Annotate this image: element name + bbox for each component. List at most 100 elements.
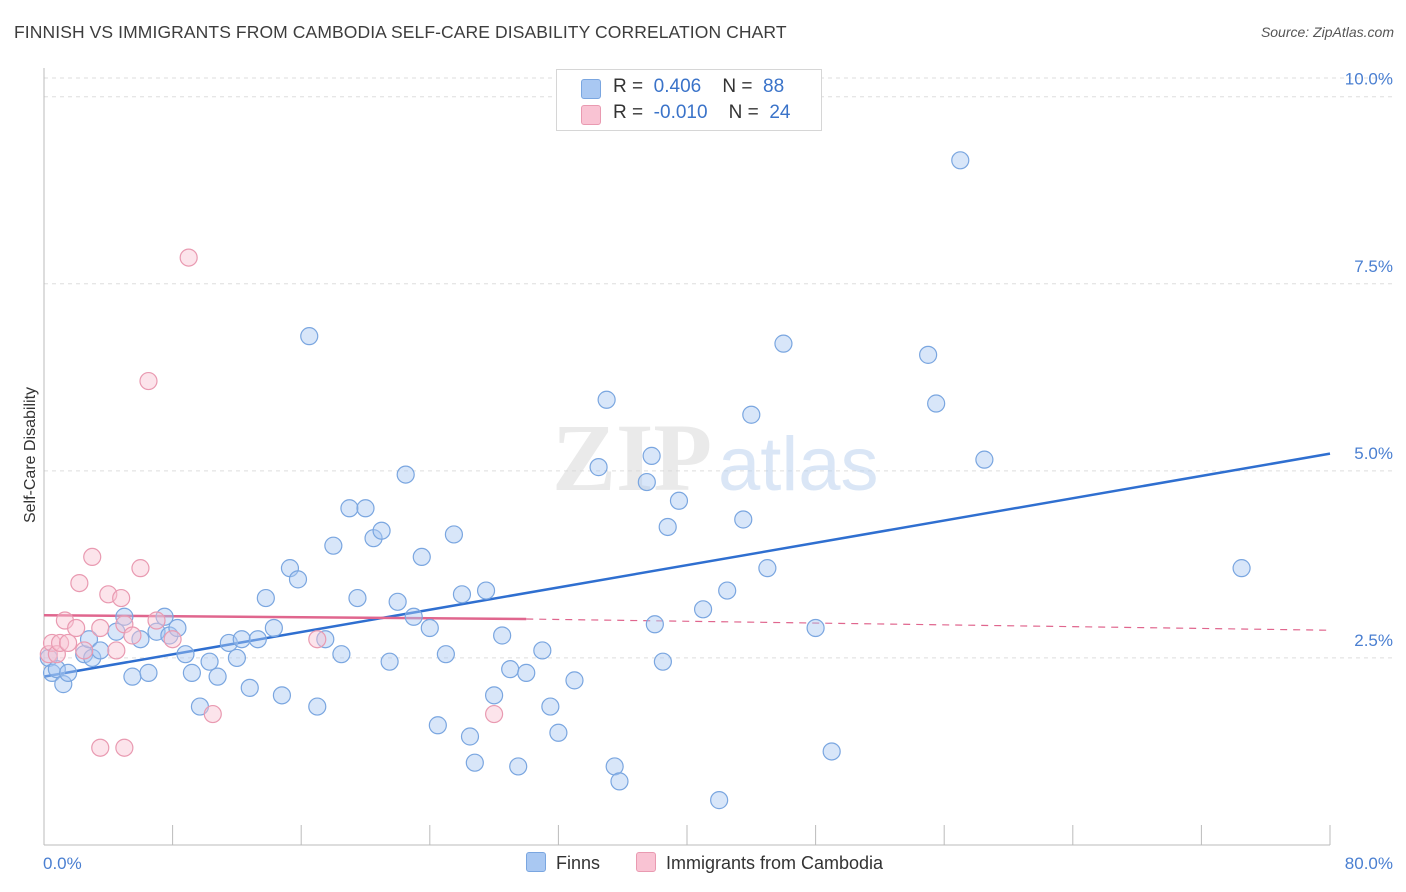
source-label: Source: ZipAtlas.com [1260, 24, 1394, 40]
point-finns [208, 667, 227, 686]
watermark-atlas: atlas [718, 422, 879, 507]
point-finns [742, 405, 761, 424]
point-finns [412, 547, 431, 567]
point-finns [517, 663, 536, 682]
point-cambodia [131, 559, 150, 578]
point-finns [123, 667, 142, 686]
point-finns [465, 753, 484, 772]
y-tick-label: 7.5% [1354, 257, 1393, 276]
point-finns [348, 588, 367, 608]
legend-item-finns: Finns [526, 852, 600, 874]
point-finns [91, 641, 110, 660]
legend-label: Finns [556, 853, 601, 873]
point-finns [396, 465, 415, 484]
point-finns [139, 663, 158, 682]
trend-line-cambodia-extension [526, 618, 1331, 631]
legend-r-value: 0.406 [653, 76, 702, 97]
legend-n-label: N = [728, 102, 759, 123]
point-cambodia [83, 547, 102, 567]
x-tick-min: 0.0% [43, 854, 82, 873]
point-finns [927, 394, 946, 413]
point-finns [658, 517, 677, 537]
y-tick-label: 10.0% [1345, 70, 1393, 89]
legend-r-label: R = [613, 76, 644, 97]
point-finns [476, 581, 496, 600]
stats-legend: R = 0.406 N = 88 R = -0.010 N = 24 [556, 69, 822, 131]
point-cambodia [47, 645, 66, 664]
point-finns [372, 521, 391, 540]
point-cambodia [112, 588, 131, 608]
point-cambodia [308, 630, 327, 649]
point-finns [436, 645, 455, 664]
point-finns [533, 641, 552, 660]
legend-item-cambodia: Immigrants from Cambodia [636, 852, 883, 874]
point-cambodia [179, 248, 198, 267]
point-finns [642, 446, 661, 465]
point-finns [758, 559, 777, 578]
x-tick-max: 80.0% [1345, 854, 1393, 873]
point-finns [54, 675, 73, 694]
point-finns [485, 686, 504, 705]
point-finns [693, 600, 713, 619]
legend-n-value: 88 [763, 76, 785, 97]
point-finns [734, 510, 753, 529]
point-finns [444, 525, 464, 544]
point-finns [822, 742, 841, 761]
legend-r-value: -0.010 [653, 102, 708, 123]
point-finns [806, 618, 825, 638]
y-axis-label: Self-Care Disability [22, 387, 39, 523]
legend-r-label: R = [613, 102, 644, 123]
point-finns [460, 727, 480, 746]
chart-title: FINNISH VS IMMIGRANTS FROM CAMBODIA SELF… [14, 22, 787, 42]
point-finns [774, 334, 793, 353]
legend-n-value: 24 [769, 102, 791, 123]
point-cambodia [67, 618, 86, 638]
point-finns [168, 618, 187, 638]
point-finns [264, 618, 283, 638]
point-finns [597, 390, 616, 409]
point-finns [176, 645, 195, 664]
point-cambodia [123, 626, 142, 645]
point-finns [951, 151, 970, 170]
point-finns [509, 757, 528, 776]
point-finns [718, 581, 737, 600]
point-finns [669, 491, 689, 510]
point-finns [610, 772, 629, 791]
point-finns [340, 499, 359, 518]
y-tick-label: 2.5% [1354, 631, 1393, 650]
legend-swatch-finns [581, 79, 601, 99]
point-finns [232, 630, 251, 649]
trend-line-finns [43, 452, 1331, 678]
point-finns [388, 592, 407, 611]
axes: 2.5% 5.0% 7.5% 10.0% [43, 68, 1393, 846]
point-finns [710, 791, 729, 810]
point-finns [356, 499, 375, 518]
point-finns [115, 607, 134, 626]
data-points [39, 151, 1251, 810]
point-finns [47, 660, 66, 679]
point-finns [493, 626, 512, 645]
point-finns [324, 536, 343, 555]
point-cambodia [91, 618, 110, 638]
point-finns [501, 660, 520, 679]
point-finns [549, 723, 568, 742]
point-cambodia [147, 611, 166, 630]
point-cambodia [107, 641, 126, 660]
y-tick-label: 5.0% [1354, 444, 1393, 463]
point-finns [404, 607, 423, 626]
legend-swatch [636, 852, 656, 872]
point-finns [272, 686, 292, 705]
point-finns [79, 630, 99, 649]
point-finns [428, 716, 447, 735]
gridlines [44, 77, 1392, 659]
point-finns [589, 458, 608, 477]
point-finns [240, 678, 259, 697]
point-cambodia [59, 633, 78, 653]
point-finns [919, 345, 938, 364]
point-cambodia [91, 738, 110, 757]
point-finns [59, 663, 78, 682]
point-cambodia [75, 641, 94, 660]
legend-label: Immigrants from Cambodia [666, 853, 884, 873]
point-cambodia [163, 630, 182, 649]
